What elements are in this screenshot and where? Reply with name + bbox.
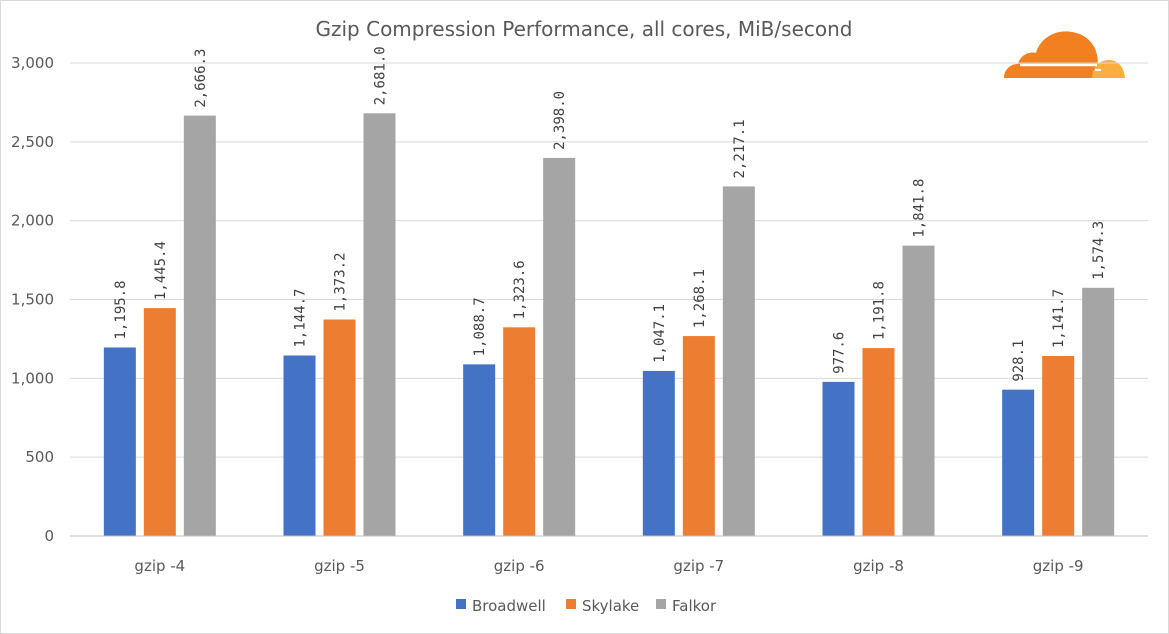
- cloudflare-cloud-small: [1092, 60, 1125, 78]
- x-tick-label: gzip -7: [673, 557, 724, 575]
- y-tick-label: 2,500: [11, 133, 54, 151]
- bar-skylake: [682, 336, 715, 536]
- data-label: 1,191.8: [872, 281, 888, 340]
- y-tick-label: 1,500: [11, 291, 54, 309]
- data-label: 1,088.7: [472, 297, 488, 356]
- y-axis: 0 500 1,000 1,500 2,000 2,500 3,000: [11, 54, 54, 545]
- data-label: 2,217.1: [732, 119, 748, 178]
- bar-series: [103, 113, 1115, 537]
- legend-swatch-falkor: [656, 599, 666, 609]
- bar-falkor: [183, 115, 216, 536]
- bar-skylake: [323, 319, 356, 536]
- bar-broadwell: [642, 370, 675, 536]
- bar-falkor: [722, 186, 755, 536]
- legend-swatch-broadwell: [456, 599, 466, 609]
- legend-label-broadwell: Broadwell: [472, 597, 546, 615]
- bar-skylake: [143, 308, 176, 536]
- gridlines: [70, 62, 1148, 537]
- bar-broadwell: [1002, 389, 1035, 536]
- data-label: 1,373.2: [333, 252, 349, 311]
- bar-falkor: [902, 245, 935, 536]
- bar-falkor: [543, 157, 576, 536]
- x-tick-label: gzip -8: [853, 557, 904, 575]
- bar-broadwell: [463, 364, 496, 536]
- x-tick-label: gzip -4: [134, 557, 185, 575]
- bar-falkor: [363, 113, 396, 537]
- legend-label-skylake: Skylake: [582, 597, 639, 615]
- data-label: 1,445.4: [153, 241, 169, 300]
- data-label: 2,666.3: [193, 49, 209, 108]
- y-tick-label: 0: [44, 527, 54, 545]
- bar-broadwell: [103, 347, 136, 536]
- data-label: 977.6: [832, 332, 848, 374]
- x-tick-label: gzip -6: [494, 557, 545, 575]
- bar-broadwell: [822, 381, 855, 536]
- legend-swatch-skylake: [566, 599, 576, 609]
- data-label: 1,574.3: [1091, 221, 1107, 280]
- y-tick-label: 2,000: [11, 212, 54, 230]
- data-label: 1,047.1: [652, 304, 668, 363]
- bar-broadwell: [283, 355, 316, 536]
- bar-skylake: [1042, 355, 1075, 536]
- cloudflare-logo: [1004, 31, 1125, 78]
- x-tick-label: gzip -5: [314, 557, 365, 575]
- data-label: 1,323.6: [512, 260, 528, 319]
- data-label: 1,841.8: [912, 179, 928, 238]
- cloudflare-cloud-main: [1004, 31, 1098, 78]
- legend-label-falkor: Falkor: [672, 597, 717, 615]
- data-label: 1,144.7: [292, 289, 308, 348]
- bar-falkor: [1082, 287, 1115, 536]
- y-tick-label: 500: [25, 448, 54, 466]
- data-label: 1,195.8: [113, 280, 129, 339]
- data-label: 1,141.7: [1051, 289, 1067, 348]
- y-tick-label: 1,000: [11, 369, 54, 387]
- y-tick-label: 3,000: [11, 54, 54, 72]
- bar-skylake: [503, 327, 536, 536]
- legend: Broadwell Skylake Falkor: [456, 597, 717, 615]
- data-label: 2,398.0: [552, 91, 568, 150]
- x-tick-label: gzip -9: [1033, 557, 1084, 575]
- chart-title: Gzip Compression Performance, all cores,…: [316, 17, 853, 41]
- data-label: 2,681.0: [373, 46, 389, 105]
- data-labels: 1,195.8 1,445.4 2,666.3 1,144.7 1,373.2 2,681…: [113, 46, 1107, 381]
- data-label: 928.1: [1011, 340, 1027, 382]
- x-axis: gzip -4 gzip -5 gzip -6 gzip -7 gzip -8 gzip …: [70, 535, 1148, 575]
- bar-skylake: [862, 348, 895, 536]
- data-label: 1,268.1: [692, 269, 708, 328]
